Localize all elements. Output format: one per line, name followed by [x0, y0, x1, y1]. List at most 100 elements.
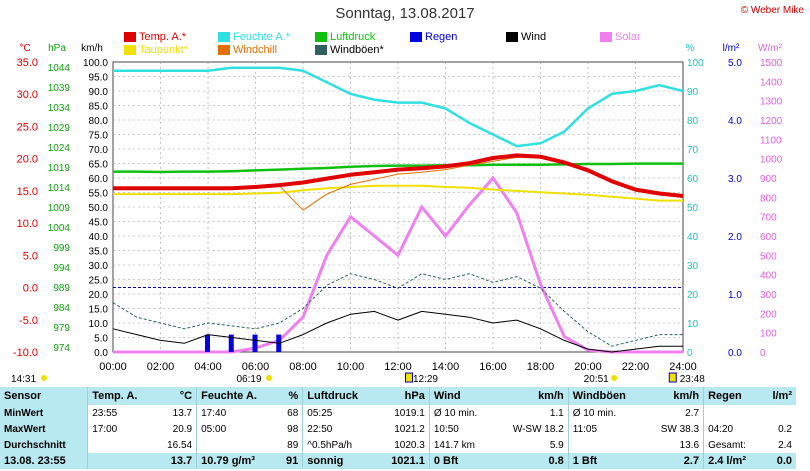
legend-item: Solar [600, 31, 641, 43]
kmh-tick: 20.0 [89, 290, 109, 301]
rain-bar [205, 334, 210, 352]
stats-cell: 17:00 [87, 421, 155, 437]
pct-tick: 20 [687, 290, 699, 301]
kmh-tick: 90.0 [89, 87, 109, 98]
solar-tick: 500 [760, 251, 777, 262]
solar-tick: 200 [760, 309, 777, 320]
legend-item: Wind [506, 31, 546, 43]
hpa-tick: 1034 [48, 103, 71, 114]
stats-header: Regen [703, 387, 762, 405]
legend-item: Luftdruck [315, 31, 375, 43]
kmh-tick: 70.0 [89, 145, 109, 156]
temp-tick: 10.0 [17, 218, 38, 230]
stats-cell: sonnig [302, 453, 377, 469]
kmh-tick: 100.0 [83, 58, 108, 69]
kmh-tick: 30.0 [89, 261, 109, 272]
stats-header: km/h [494, 387, 569, 405]
x-tick: 04:00 [194, 361, 222, 373]
hpa-tick: 1044 [48, 63, 71, 74]
moonset-time: 23:48 [680, 374, 705, 385]
stats-cell [87, 453, 155, 469]
stats-header: °C [154, 387, 197, 405]
stats-header-row: Sensor Temp. A. °C Feuchte A. % Luftdruc… [0, 387, 796, 405]
copyright: © Weber Mike [740, 5, 804, 16]
stats-cell: 68 [287, 407, 299, 419]
kmh-tick: 85.0 [89, 102, 109, 113]
pct-tick: 10 [687, 319, 699, 330]
pct-tick: 100 [687, 58, 704, 69]
x-tick: 06:00 [242, 361, 270, 373]
pct-tick: 0 [687, 348, 693, 359]
rain-tick: 2.0 [728, 232, 742, 243]
stats-cell [703, 405, 762, 421]
stats-cell: 10.79 g/m³ [196, 453, 277, 469]
stats-cell: 13.7 [172, 407, 193, 419]
sunset-time: 20:51 [584, 374, 609, 385]
noon-icon [404, 372, 413, 383]
legend-label: Taupunkt* [139, 44, 188, 56]
kmh-tick: 5.0 [94, 334, 108, 345]
series-windboeen [112, 273, 683, 347]
pct-tick: 90 [687, 87, 699, 98]
stats-cell: 20.9 [172, 423, 193, 435]
solar-tick: 600 [760, 232, 777, 243]
stats-cell: 1019.1 [394, 407, 425, 419]
stats-cell: 17:40 [196, 405, 277, 421]
kmh-tick: 75.0 [89, 131, 109, 142]
legend-swatch [218, 45, 230, 55]
legend-item: Taupunkt* [124, 44, 188, 56]
kmh-tick: 10.0 [89, 319, 109, 330]
legend-item: Temp. A.* [124, 31, 186, 43]
stats-cell: 98 [287, 423, 299, 435]
legend-label: Regen [425, 31, 458, 43]
series-luftdruck [113, 162, 683, 174]
legend-label: Temp. A.* [139, 31, 187, 43]
solar-axis-unit: W/m² [758, 43, 783, 54]
temp-tick: 0.0 [23, 283, 38, 295]
stats-cell: 1021.1 [376, 453, 430, 469]
sunrise-time: 06:19 [237, 374, 262, 385]
hpa-tick: 1029 [48, 123, 71, 134]
stats-cell: 13.6 [679, 439, 700, 451]
sun-icon [611, 375, 618, 381]
temp-tick: 20.0 [17, 154, 38, 166]
stats-cell: 1021.2 [394, 423, 425, 435]
legend-item: Regen [410, 31, 457, 43]
series-wind [112, 310, 683, 353]
legend-label: Luftdruck [330, 31, 376, 43]
stats-cell: 89 [287, 439, 299, 451]
legend-label: Windböen* [330, 44, 384, 56]
hpa-tick: 1014 [48, 183, 71, 194]
legend-label: Windchill [233, 44, 278, 56]
stats-header: Feuchte A. [196, 387, 277, 405]
temp-tick: 5.0 [23, 250, 38, 262]
legend-swatch [410, 32, 422, 42]
stats-cell: Ø 10 min. [567, 405, 646, 421]
stats-row-current: 13.08. 23:55 13.7 10.79 g/m³ 91 sonnig 1… [0, 453, 796, 469]
stats-cell: 1.1 [549, 407, 564, 419]
legend-label: Wind [521, 31, 547, 43]
hpa-tick: 999 [53, 243, 70, 254]
stats-cell: 11:05 [567, 421, 646, 437]
legend-item: Windböen* [315, 44, 384, 56]
stats-header: hPa [376, 387, 430, 405]
stats-cell [567, 437, 646, 453]
temp-tick: 30.0 [17, 89, 38, 101]
stats-cell [196, 437, 277, 453]
temp-tick: -5.0 [19, 315, 38, 327]
legend-swatch [124, 45, 136, 55]
x-tick: 20:00 [574, 361, 602, 373]
hpa-tick: 974 [53, 343, 70, 354]
solar-tick: 700 [760, 213, 777, 224]
hpa-tick: 989 [53, 283, 70, 294]
kmh-axis-unit: km/h [81, 43, 103, 54]
legend-swatch [506, 32, 518, 42]
stats-header: % [276, 387, 303, 405]
x-tick: 12:00 [384, 361, 412, 373]
stats-cell: 23:55 [87, 405, 155, 421]
stats-cell: 0.2 [778, 423, 792, 435]
solar-tick: 1500 [760, 58, 783, 69]
stats-row-max: MaxWert 17:00 20.9 05:00 98 22:50 1021.2… [0, 421, 796, 437]
pct-tick: 40 [687, 232, 699, 243]
solar-tick: 0 [760, 348, 766, 359]
